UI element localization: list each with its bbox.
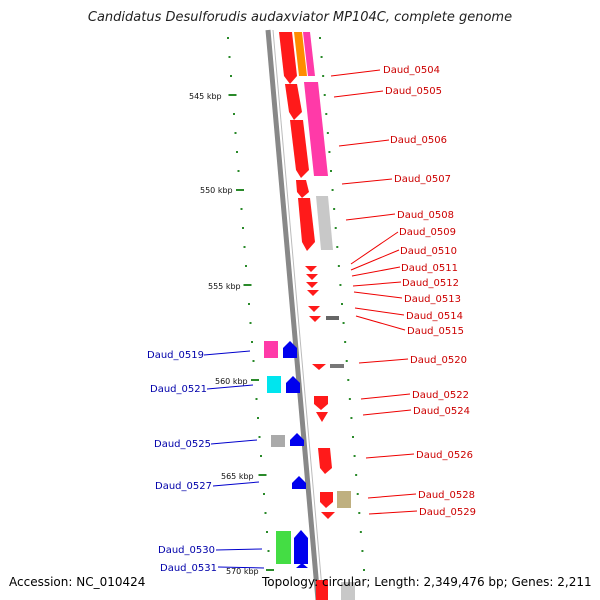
gene-arrow-0504-b[interactable] (294, 32, 307, 76)
leader-lines-left (203, 350, 265, 569)
gene-arrow-0510[interactable] (306, 274, 318, 280)
gene-arrow-0525[interactable] (290, 433, 304, 446)
gene-arrow-0508-b[interactable] (316, 196, 333, 250)
gene-label-0526[interactable]: Daud_0526 (416, 450, 473, 461)
gene-arrow-0526[interactable] (318, 448, 332, 474)
gene-label-0524[interactable]: Daud_0524 (413, 406, 470, 417)
genome-backbone-highlight (272, 29, 324, 600)
scale-label-555: 555 kbp (208, 282, 241, 291)
gene-arrow-0520[interactable] (312, 364, 326, 370)
gene-arrow-0528-b[interactable] (337, 491, 351, 508)
gene-box-0525[interactable] (271, 435, 285, 447)
accession-text: Accession: NC_010424 (9, 575, 146, 589)
scale-label-560: 560 kbp (215, 377, 248, 386)
gene-label-0506[interactable]: Daud_0506 (390, 135, 447, 146)
gene-arrow-0506[interactable] (290, 120, 309, 178)
gene-label-0514[interactable]: Daud_0514 (406, 311, 463, 322)
gene-arrow-0527[interactable] (292, 476, 306, 489)
scale-label-550: 550 kbp (200, 186, 233, 195)
gene-label-0525[interactable]: Daud_0525 (154, 439, 211, 450)
gene-arrow-0507[interactable] (296, 180, 309, 198)
forward-strand-genes (279, 32, 355, 600)
gene-arrow-0522[interactable] (314, 396, 328, 410)
gene-label-0530[interactable]: Daud_0530 (158, 545, 215, 556)
scale-label-545: 545 kbp (189, 92, 222, 101)
gene-label-0527[interactable]: Daud_0527 (155, 481, 212, 492)
gene-box-0530[interactable] (276, 531, 291, 564)
gene-arrow-0512[interactable] (307, 290, 319, 296)
reverse-strand-genes (264, 341, 308, 568)
gene-box-0519[interactable] (264, 341, 278, 358)
gene-label-0508[interactable]: Daud_0508 (397, 210, 454, 221)
gene-arrow-0505[interactable] (285, 84, 302, 120)
gene-arrow-0504-c[interactable] (303, 32, 315, 76)
gene-arrow-0508[interactable] (298, 198, 315, 251)
gene-arrow-0524[interactable] (316, 412, 328, 422)
gene-arrow-0521[interactable] (286, 376, 300, 393)
gene-arrow-0513[interactable] (308, 306, 320, 312)
gene-arrow-0505-b[interactable] (304, 82, 328, 176)
gene-arrow-0520-b[interactable] (330, 364, 344, 368)
gene-label-0505[interactable]: Daud_0505 (385, 86, 442, 97)
gene-arrow-0530[interactable] (294, 530, 308, 564)
gene-arrow-0514[interactable] (309, 316, 321, 322)
gene-label-0511[interactable]: Daud_0511 (401, 263, 458, 274)
gene-label-0510[interactable]: Daud_0510 (400, 246, 457, 257)
gene-label-0513[interactable]: Daud_0513 (404, 294, 461, 305)
gene-arrow-bottom-b[interactable] (341, 582, 355, 600)
scale-label-565: 565 kbp (221, 472, 254, 481)
gene-arrow-0531[interactable] (296, 563, 308, 568)
gene-arrow-bottom-a[interactable] (316, 580, 328, 600)
gene-arrow-0529[interactable] (321, 512, 335, 519)
gene-arrow-0511[interactable] (306, 282, 318, 288)
gene-arrow-0515[interactable] (326, 316, 339, 320)
scale-ticks-left (227, 37, 274, 571)
scale-label-570: 570 kbp (226, 567, 259, 576)
gene-label-0509[interactable]: Daud_0509 (399, 227, 456, 238)
gene-label-0519[interactable]: Daud_0519 (147, 350, 204, 361)
gene-arrow-0519[interactable] (283, 341, 297, 358)
gene-label-0522[interactable]: Daud_0522 (412, 390, 469, 401)
gene-arrow-0509[interactable] (305, 266, 317, 272)
gene-label-0521[interactable]: Daud_0521 (150, 384, 207, 395)
gene-label-0528[interactable]: Daud_0528 (418, 490, 475, 501)
gene-arrow-0504[interactable] (279, 32, 297, 84)
gene-label-0515[interactable]: Daud_0515 (407, 326, 464, 337)
leader-lines-right (330, 69, 418, 515)
gene-label-0504[interactable]: Daud_0504 (383, 65, 440, 76)
gene-label-0520[interactable]: Daud_0520 (410, 355, 467, 366)
gene-label-0529[interactable]: Daud_0529 (419, 507, 476, 518)
gene-arrow-0528[interactable] (320, 492, 333, 508)
genome-title: Candidatus Desulforudis audaxviator MP10… (87, 10, 513, 25)
genome-backbone (265, 29, 321, 600)
scale-ticks-right (319, 37, 365, 571)
gene-box-0521[interactable] (267, 376, 281, 393)
gene-label-0512[interactable]: Daud_0512 (402, 278, 459, 289)
gene-label-0507[interactable]: Daud_0507 (394, 174, 451, 185)
topology-text: Topology: circular; Length: 2,349,476 bp… (262, 575, 592, 589)
gene-label-0531[interactable]: Daud_0531 (160, 563, 217, 574)
